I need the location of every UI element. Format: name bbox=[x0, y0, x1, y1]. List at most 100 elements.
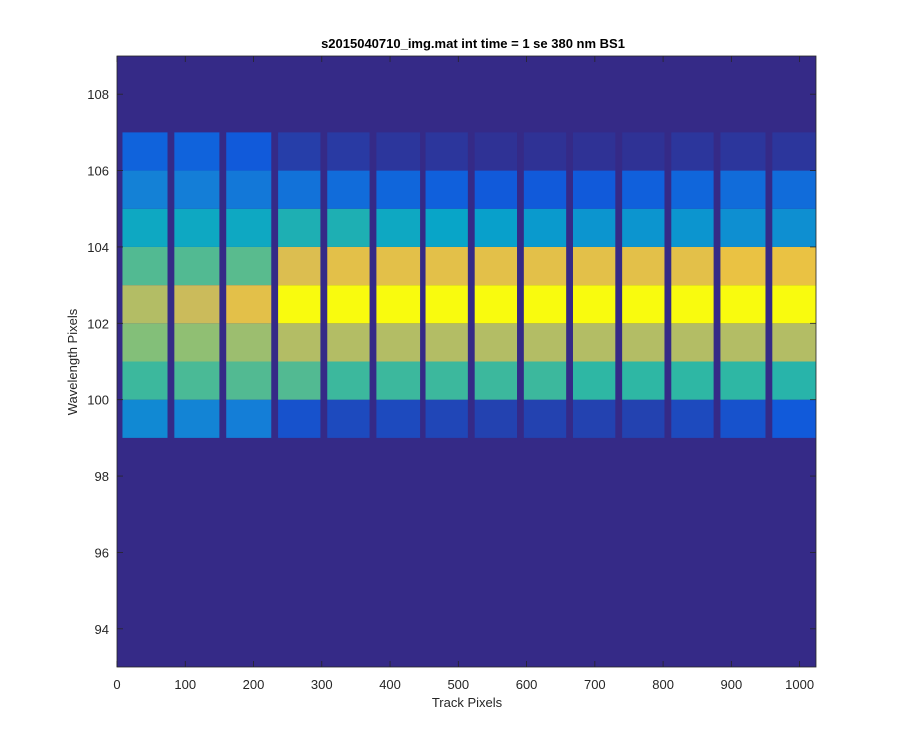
heatmap-cell bbox=[720, 208, 766, 247]
heatmap-cell bbox=[720, 285, 766, 324]
heatmap-cell bbox=[122, 208, 168, 247]
heatmap-cell bbox=[278, 285, 321, 324]
heatmap-cell bbox=[523, 208, 567, 247]
y-tick-label: 108 bbox=[87, 87, 109, 102]
heatmap-cell bbox=[226, 208, 272, 247]
x-tick-label: 100 bbox=[174, 677, 196, 692]
heatmap-cell bbox=[474, 170, 518, 209]
y-tick-label: 106 bbox=[87, 164, 109, 179]
x-tick-label: 400 bbox=[379, 677, 401, 692]
heatmap-cell bbox=[376, 361, 421, 400]
heatmap-cell bbox=[327, 208, 370, 247]
heatmap-cell bbox=[474, 361, 518, 400]
heatmap-cell bbox=[376, 285, 421, 324]
heatmap-cell bbox=[425, 323, 468, 362]
heatmap-cell bbox=[572, 132, 616, 171]
heatmap-cell bbox=[572, 399, 616, 438]
heatmap-cell bbox=[122, 246, 168, 286]
heatmap-cell bbox=[174, 323, 220, 362]
x-tick-label: 600 bbox=[516, 677, 538, 692]
heatmap-cell bbox=[376, 170, 421, 209]
heatmap-cell bbox=[174, 361, 220, 400]
heatmap-cell bbox=[474, 208, 518, 247]
heatmap-cell bbox=[772, 246, 816, 286]
heatmap-cell bbox=[772, 285, 816, 324]
heatmap-cell bbox=[772, 132, 816, 171]
heatmap-cell bbox=[772, 399, 816, 438]
heatmap-cell bbox=[425, 399, 468, 438]
y-tick-label: 98 bbox=[95, 469, 109, 484]
heatmap-cell bbox=[376, 208, 421, 247]
heatmap-cell bbox=[376, 132, 421, 171]
heatmap-cell bbox=[327, 170, 370, 209]
x-axis-label: Track Pixels bbox=[432, 695, 503, 710]
heatmap-cell bbox=[720, 246, 766, 286]
heatmap-cell bbox=[622, 208, 665, 247]
heatmap-cell bbox=[720, 323, 766, 362]
heatmap-cell bbox=[523, 170, 567, 209]
heatmap-cell bbox=[671, 246, 714, 286]
heatmap-cell bbox=[226, 399, 272, 438]
y-tick-label: 102 bbox=[87, 316, 109, 331]
x-tick-label: 300 bbox=[311, 677, 333, 692]
y-tick-label: 94 bbox=[95, 622, 109, 637]
heatmap-cell bbox=[474, 399, 518, 438]
heatmap-cell bbox=[772, 323, 816, 362]
y-tick-label: 100 bbox=[87, 393, 109, 408]
heatmap-cell bbox=[425, 208, 468, 247]
heatmap-cell bbox=[174, 170, 220, 209]
heatmap-cell bbox=[572, 246, 616, 286]
heatmap-cell bbox=[772, 170, 816, 209]
heatmap-cell bbox=[376, 323, 421, 362]
heatmap-cell bbox=[327, 399, 370, 438]
heatmap-cell bbox=[671, 323, 714, 362]
heatmap-cell bbox=[523, 323, 567, 362]
heatmap-cell bbox=[720, 170, 766, 209]
heatmap-cell bbox=[671, 285, 714, 324]
heatmap-cell bbox=[278, 132, 321, 171]
heatmap-cell bbox=[226, 246, 272, 286]
heatmap-cell bbox=[671, 132, 714, 171]
heatmap-cell bbox=[622, 399, 665, 438]
heatmap-cell bbox=[278, 399, 321, 438]
heatmap-cell bbox=[772, 208, 816, 247]
heatmap-cell bbox=[278, 323, 321, 362]
heatmap-cell bbox=[226, 361, 272, 400]
heatmap-cell bbox=[622, 246, 665, 286]
heatmap-cell bbox=[671, 399, 714, 438]
y-tick-label: 96 bbox=[95, 545, 109, 560]
heatmap-cell bbox=[327, 132, 370, 171]
heatmap-cell bbox=[327, 323, 370, 362]
heatmap-cell bbox=[327, 285, 370, 324]
heatmap-cell bbox=[425, 285, 468, 324]
heatmap-cell bbox=[425, 132, 468, 171]
y-axis-label: Wavelength Pixels bbox=[65, 308, 80, 415]
plot-frame bbox=[116, 55, 817, 668]
heatmap-cell bbox=[523, 285, 567, 324]
x-tick-label: 200 bbox=[243, 677, 265, 692]
heatmap-cell bbox=[278, 361, 321, 400]
heatmap-cell bbox=[278, 170, 321, 209]
x-tick-label: 500 bbox=[447, 677, 469, 692]
heatmap-cell bbox=[226, 170, 272, 209]
chart-title: s2015040710_img.mat int time = 1 se 380 … bbox=[321, 36, 625, 51]
heatmap-cell bbox=[572, 208, 616, 247]
heatmap-cell bbox=[671, 170, 714, 209]
heatmap-cell bbox=[572, 285, 616, 324]
heatmap-cell bbox=[622, 361, 665, 400]
heatmap-cell bbox=[376, 399, 421, 438]
heatmap-cell bbox=[174, 132, 220, 171]
heatmap-cell bbox=[720, 399, 766, 438]
heatmap-cell bbox=[122, 323, 168, 362]
y-tick-label: 104 bbox=[87, 240, 109, 255]
heatmap-cell bbox=[122, 361, 168, 400]
plot-area bbox=[117, 56, 816, 667]
axes: 0 100 200 300 400 500 600 700 800 900 1000 94 96 98 10… bbox=[87, 55, 817, 692]
heatmap-cell bbox=[174, 246, 220, 286]
heatmap-cell bbox=[122, 170, 168, 209]
x-tick-label: 1000 bbox=[785, 677, 814, 692]
heatmap-cell bbox=[523, 246, 567, 286]
heatmap-cell bbox=[523, 361, 567, 400]
heatmap-cell bbox=[376, 246, 421, 286]
